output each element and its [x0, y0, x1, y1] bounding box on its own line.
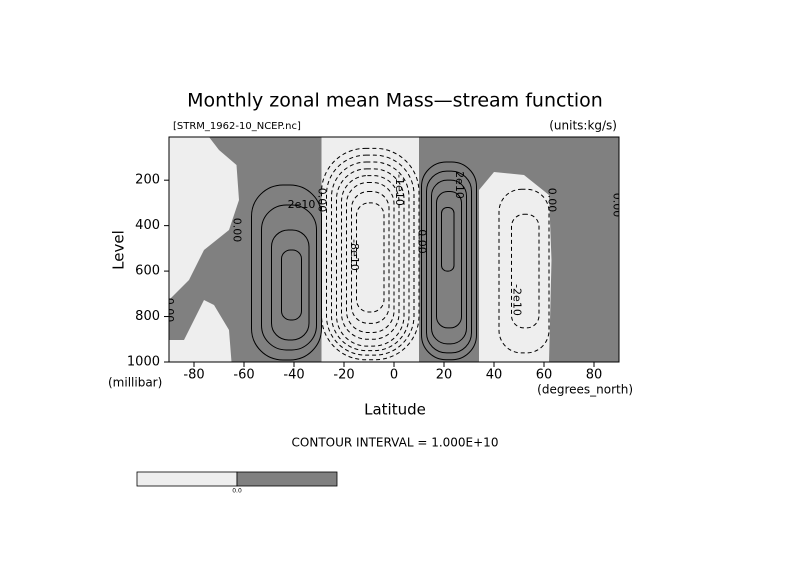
x-tick-label: 0	[390, 368, 398, 383]
x-tick-label: -20	[333, 368, 354, 383]
contour-label: 0.00	[316, 188, 329, 213]
y-axis-unit: (millibar)	[108, 376, 162, 390]
y-tick-label: 1000	[127, 355, 160, 370]
y-tick-label: 400	[135, 218, 160, 233]
contour-line	[271, 229, 310, 341]
contour-label: -2e10	[511, 284, 524, 316]
contour-line	[421, 161, 477, 361]
contour-line	[351, 191, 390, 324]
y-tick-label: 800	[135, 309, 160, 324]
contour-line	[331, 161, 410, 352]
x-tick-label: 80	[586, 368, 603, 383]
contour-line	[441, 206, 455, 272]
contour-line	[261, 204, 317, 351]
x-tick-label: -60	[233, 368, 254, 383]
chart-title: Monthly zonal mean Mass—stream function	[187, 90, 603, 112]
contour-line	[346, 181, 395, 333]
units: (units:kg/s)	[549, 119, 617, 133]
x-axis-label: Latitude	[364, 401, 426, 419]
contour-label: -1e10	[393, 174, 406, 206]
contour-line	[341, 175, 400, 340]
contour-label: 0.00	[231, 218, 244, 243]
shaded-region	[169, 137, 322, 362]
contour-line	[356, 202, 385, 313]
contour-line	[426, 170, 472, 354]
footer: CONTOUR INTERVAL = 1.000E+10	[292, 436, 499, 450]
contour-line	[281, 249, 302, 321]
x-tick-label: -80	[183, 368, 204, 383]
x-tick-label: 60	[536, 368, 553, 383]
x-tick-label: 20	[436, 368, 453, 383]
contour-label: -8e10	[348, 239, 361, 271]
colorbar-swatch	[236, 471, 338, 487]
colorbar-label: 0.0	[232, 488, 242, 495]
y-axis-label: Level	[110, 230, 128, 270]
contour-line	[321, 147, 420, 361]
contour-line	[431, 179, 467, 345]
x-tick-label: -40	[283, 368, 304, 383]
contour-label: 2e10	[453, 171, 466, 199]
shaded-region	[419, 137, 619, 362]
y-tick-label: 600	[135, 264, 160, 279]
plot-content: 2e100.000.00-8e10-1e100.002e100.00-2e100…	[163, 137, 624, 362]
colorbar-swatch	[136, 471, 238, 487]
contour-line	[336, 168, 405, 347]
contour-label: 0.00	[611, 193, 624, 218]
contour-line	[436, 191, 462, 329]
contour-label: 0.00	[163, 298, 176, 323]
contour-label: 2e10	[288, 198, 316, 211]
contour-line	[498, 188, 550, 354]
y-tick-label: 200	[135, 173, 160, 188]
contour-label: 0.00	[546, 188, 559, 213]
contour-label: 0.00	[416, 229, 429, 254]
x-axis-unit: (degrees_north)	[537, 383, 633, 397]
x-tick-label: 40	[486, 368, 503, 383]
subtitle: [STRM_1962-10_NCEP.nc]	[173, 121, 301, 132]
contour-line	[511, 213, 540, 329]
